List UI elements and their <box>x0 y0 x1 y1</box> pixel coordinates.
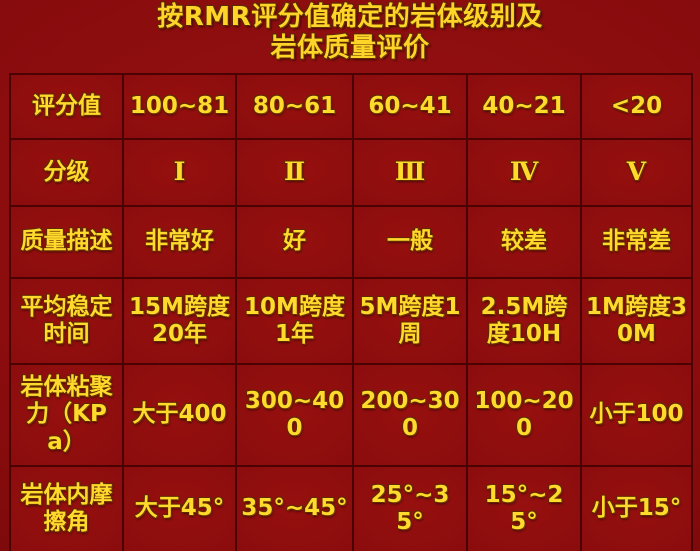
cell-stand-time-5: 1M跨度30M <box>580 277 693 365</box>
cell-score-1: 100~81 <box>122 73 237 140</box>
cell-cohesion-5: 小于100 <box>580 363 693 467</box>
cell-stand-time-2: 10M跨度1年 <box>235 277 354 365</box>
row-label-stand-time: 平均稳定时间 <box>9 277 124 365</box>
cell-score-4: 40~21 <box>466 73 582 140</box>
cell-friction-angle-3: 25°~35° <box>352 465 468 551</box>
cell-quality-4: 较差 <box>466 205 582 279</box>
cell-cohesion-1: 大于400 <box>122 363 237 467</box>
title-line-2: 岩体质量评价 <box>270 32 430 63</box>
rmr-table-container: 评分值 100~81 80~61 60~41 40~21 <20 分级 Ⅰ Ⅱ … <box>9 73 693 551</box>
cell-score-3: 60~41 <box>352 73 468 140</box>
cell-grade-5: Ⅴ <box>580 138 693 207</box>
cell-stand-time-1: 15M跨度20年 <box>122 277 237 365</box>
row-label-grade: 分级 <box>9 138 124 207</box>
rmr-classification-table: 评分值 100~81 80~61 60~41 40~21 <20 分级 Ⅰ Ⅱ … <box>9 73 693 551</box>
cell-score-2: 80~61 <box>235 73 354 140</box>
row-label-friction-angle: 岩体内摩擦角 <box>9 465 124 551</box>
cell-grade-1: Ⅰ <box>122 138 237 207</box>
cell-quality-2: 好 <box>235 205 354 279</box>
table-row: 质量描述 非常好 好 一般 较差 非常差 <box>9 205 693 279</box>
row-label-quality: 质量描述 <box>9 205 124 279</box>
cell-cohesion-4: 100~200 <box>466 363 582 467</box>
cell-score-5: <20 <box>580 73 693 140</box>
table-row: 岩体内摩擦角 大于45° 35°~45° 25°~35° 15°~25° 小于1… <box>9 465 693 551</box>
row-label-score: 评分值 <box>9 73 124 140</box>
cell-grade-3: Ⅲ <box>352 138 468 207</box>
cell-quality-3: 一般 <box>352 205 468 279</box>
table-row: 平均稳定时间 15M跨度20年 10M跨度1年 5M跨度1周 2.5M跨度10H… <box>9 277 693 365</box>
cell-stand-time-3: 5M跨度1周 <box>352 277 468 365</box>
row-label-cohesion: 岩体粘聚力（KPa） <box>9 363 124 467</box>
table-row: 岩体粘聚力（KPa） 大于400 300~400 200~300 100~200… <box>9 363 693 467</box>
page-title: 按RMR评分值确定的岩体级别及 岩体质量评价 <box>0 2 700 63</box>
title-line-1: 按RMR评分值确定的岩体级别及 <box>157 2 543 32</box>
cell-friction-angle-2: 35°~45° <box>235 465 354 551</box>
cell-friction-angle-5: 小于15° <box>580 465 693 551</box>
cell-quality-1: 非常好 <box>122 205 237 279</box>
cell-grade-4: Ⅳ <box>466 138 582 207</box>
cell-cohesion-2: 300~400 <box>235 363 354 467</box>
cell-friction-angle-4: 15°~25° <box>466 465 582 551</box>
cell-grade-2: Ⅱ <box>235 138 354 207</box>
table-row: 分级 Ⅰ Ⅱ Ⅲ Ⅳ Ⅴ <box>9 138 693 207</box>
cell-stand-time-4: 2.5M跨度10H <box>466 277 582 365</box>
cell-cohesion-3: 200~300 <box>352 363 468 467</box>
cell-quality-5: 非常差 <box>580 205 693 279</box>
cell-friction-angle-1: 大于45° <box>122 465 237 551</box>
table-row: 评分值 100~81 80~61 60~41 40~21 <20 <box>9 73 693 140</box>
